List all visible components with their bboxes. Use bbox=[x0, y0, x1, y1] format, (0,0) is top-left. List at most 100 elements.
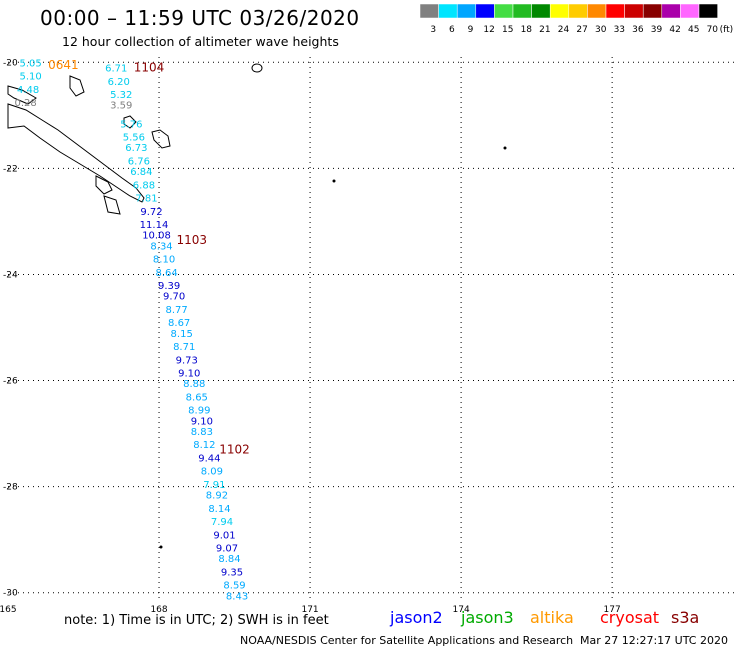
coastline bbox=[69, 75, 85, 97]
coastline bbox=[95, 175, 113, 195]
color-legend: 3 6 9 12 15 18 21 24 27 30 33 36 39 42 45 70 (ft) bbox=[419, 3, 733, 35]
legend-swatch bbox=[698, 3, 718, 19]
wave-height-label: 6.20 bbox=[108, 77, 130, 88]
wave-height-label: 8.34 bbox=[150, 241, 172, 252]
wave-height-label: 8.71 bbox=[173, 342, 195, 353]
wave-height-label: 9.73 bbox=[176, 355, 198, 366]
pass-time-label: 1104 bbox=[134, 61, 165, 75]
wave-height-label-west: 5.05 bbox=[20, 58, 42, 69]
wave-height-label-west: 4.48 bbox=[17, 85, 39, 96]
wave-height-label: 5.56 bbox=[123, 133, 145, 144]
longitude-tick-label: 168 bbox=[150, 605, 167, 615]
small-island bbox=[159, 545, 163, 549]
wave-height-label: 8.92 bbox=[206, 491, 228, 502]
wave-height-label: 9.44 bbox=[198, 453, 220, 464]
wave-height-label: 9.10 bbox=[178, 369, 200, 380]
legend-tick-label: 18 bbox=[521, 25, 533, 35]
wave-height-label: 9.72 bbox=[140, 207, 162, 218]
legend-tick-label: 45 bbox=[688, 25, 699, 35]
longitude-tick-label: 165 bbox=[0, 605, 17, 615]
latitude-tick-label: -20 bbox=[3, 58, 18, 68]
footer-note: note: 1) Time is in UTC; 2) SWH is in fe… bbox=[64, 613, 329, 628]
wave-height-label: 5.76 bbox=[120, 119, 142, 130]
wave-height-label: 6.88 bbox=[133, 180, 155, 191]
wave-height-label: 9.35 bbox=[221, 567, 243, 578]
wave-height-label: 11.14 bbox=[140, 220, 169, 231]
wave-height-label: 9.70 bbox=[163, 292, 185, 303]
legend-tick-label: 6 bbox=[449, 25, 455, 35]
satellite-name: cryosat bbox=[600, 608, 660, 627]
coastline bbox=[251, 63, 263, 73]
legend-tick-label: 21 bbox=[539, 25, 550, 35]
latitude-tick-label: -22 bbox=[3, 164, 18, 174]
wave-height-label: 8.65 bbox=[186, 392, 208, 403]
pass-time-label: 1102 bbox=[219, 442, 250, 456]
page-title: 00:00 – 11:59 UTC 03/26/2020 bbox=[40, 6, 360, 30]
wave-height-label: 8.15 bbox=[171, 329, 193, 340]
wave-height-label: 8.83 bbox=[191, 427, 213, 438]
wave-height-label: 7.91 bbox=[203, 480, 225, 491]
wave-height-label: 8.59 bbox=[223, 581, 245, 592]
footer-credit: NOAA/NESDIS Center for Satellite Applica… bbox=[240, 634, 574, 647]
wave-height-label: 10.08 bbox=[142, 231, 171, 242]
wave-height-label: 8.12 bbox=[193, 440, 215, 451]
legend-tick-label: 33 bbox=[614, 25, 625, 35]
pass-time-label: 0641 bbox=[48, 58, 79, 72]
wave-height-label: 9.01 bbox=[213, 530, 235, 541]
wave-height-label: 8.67 bbox=[168, 318, 190, 329]
wave-height-label: 7.81 bbox=[135, 194, 157, 205]
latitude-tick-label: -26 bbox=[3, 377, 18, 387]
wave-height-label: 9.07 bbox=[216, 544, 238, 555]
legend-tick-label: 3 bbox=[430, 25, 436, 35]
wave-height-label: 6.84 bbox=[130, 167, 152, 178]
wave-height-label: 3.59 bbox=[110, 101, 132, 112]
wave-height-label: 8.88 bbox=[183, 379, 205, 390]
wave-height-label: 6.73 bbox=[125, 143, 147, 154]
wave-height-label: 6.71 bbox=[105, 64, 127, 75]
wave-height-label: 5.32 bbox=[110, 90, 132, 101]
coastline bbox=[151, 129, 171, 149]
latitude-tick-label: -28 bbox=[3, 483, 18, 493]
small-island bbox=[332, 179, 336, 183]
pass-time-label: 1103 bbox=[176, 233, 207, 247]
coastline bbox=[7, 85, 37, 105]
satellite-name: altika bbox=[530, 608, 574, 627]
wave-height-label-west: 0.28 bbox=[14, 98, 36, 109]
legend-tick-label: 12 bbox=[483, 25, 494, 35]
longitude-tick-label: 177 bbox=[604, 605, 621, 615]
wave-height-label: 7.94 bbox=[211, 517, 233, 528]
wave-height-label: 8.43 bbox=[226, 591, 248, 602]
wave-height-label: 8.77 bbox=[166, 305, 188, 316]
satellite-name: jason2 bbox=[390, 608, 443, 627]
legend-tick-label: 9 bbox=[468, 25, 474, 35]
wave-height-label: 6.76 bbox=[128, 156, 150, 167]
legend-tick-label: 70 bbox=[707, 25, 719, 35]
wave-height-label: 8.14 bbox=[208, 504, 230, 515]
coastline bbox=[123, 115, 137, 129]
legend-tick-label: 30 bbox=[595, 25, 607, 35]
coastline bbox=[7, 103, 145, 203]
satellite-name: s3a bbox=[671, 608, 700, 627]
wave-height-label: 8.84 bbox=[218, 554, 240, 565]
wave-height-label: 9.39 bbox=[158, 281, 180, 292]
legend-tick-label: 15 bbox=[502, 25, 513, 35]
wave-height-label: 9.10 bbox=[191, 416, 213, 427]
coastline bbox=[103, 195, 121, 215]
footer-timestamp: Mar 27 12:27:17 UTC 2020 bbox=[580, 634, 728, 647]
page-subtitle: 12 hour collection of altimeter wave hei… bbox=[62, 34, 339, 49]
wave-height-label-west: 5.10 bbox=[20, 72, 42, 83]
small-island bbox=[503, 146, 507, 150]
wave-height-label: 8.99 bbox=[188, 406, 210, 417]
wave-height-label: 8.64 bbox=[155, 268, 177, 279]
legend-tick-label: 27 bbox=[576, 25, 587, 35]
latitude-tick-label: -24 bbox=[3, 270, 18, 280]
legend-tick-label: 39 bbox=[651, 25, 663, 35]
latitude-tick-label: -30 bbox=[3, 589, 18, 599]
legend-tick-label: 36 bbox=[632, 25, 644, 35]
wave-height-label: 8.09 bbox=[201, 467, 223, 478]
legend-tick-label: 42 bbox=[669, 25, 680, 35]
longitude-tick-label: 174 bbox=[453, 605, 470, 615]
wave-height-label: 8.10 bbox=[153, 255, 175, 266]
